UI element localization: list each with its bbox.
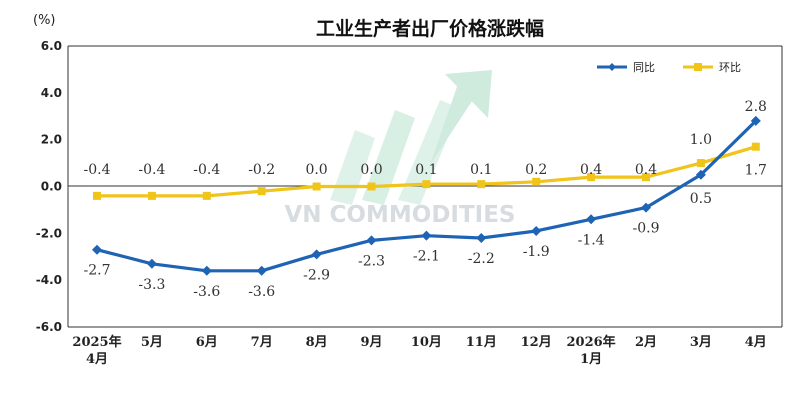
series-yoy-point <box>586 214 597 225</box>
series-mom-point <box>751 142 760 151</box>
yoy-data-label: -1.9 <box>523 244 550 260</box>
series-mom-point <box>202 191 211 200</box>
yoy-data-label: -2.2 <box>468 251 495 267</box>
x-tick-label: 8月 <box>306 335 328 350</box>
series-yoy-point <box>476 233 487 244</box>
yoy-data-label: -3.3 <box>138 277 165 293</box>
mom-data-label: 0.0 <box>360 162 382 178</box>
mom-data-label: 1.0 <box>690 132 712 148</box>
x-tick-label: 2月 <box>635 335 657 350</box>
legend-yoy-diamond-icon <box>608 63 616 71</box>
mom-data-label: 0.4 <box>580 162 602 178</box>
x-tick-label: 4月 <box>745 335 767 350</box>
series-yoy-point <box>641 202 651 213</box>
y-tick-label: 6.0 <box>41 39 62 53</box>
y-tick-label: 2.0 <box>41 133 62 147</box>
series-mom-point <box>477 180 486 189</box>
mom-data-label: -0.4 <box>193 162 220 178</box>
legend-mom-label: 环比 <box>719 61 741 74</box>
mom-data-label: -0.2 <box>248 162 275 178</box>
series-yoy-point <box>311 249 322 260</box>
x-tick-label: 2025年 <box>72 334 121 350</box>
yoy-data-label: 2.8 <box>745 99 767 115</box>
yoy-data-label: 0.5 <box>690 191 712 207</box>
yoy-data-label: -2.3 <box>358 253 385 269</box>
x-tick-label: 9月 <box>360 335 382 350</box>
series-yoy-point <box>750 115 761 126</box>
mom-data-label: -0.4 <box>138 162 165 178</box>
x-tick-label: 2026年 <box>567 334 616 350</box>
series-layer <box>92 115 761 276</box>
y-tick-label: -6.0 <box>36 320 62 334</box>
legend: 同比 环比 <box>597 61 741 74</box>
chart-title: 工业生产者出厂价格涨跌幅 <box>316 17 544 40</box>
yoy-data-label: -2.9 <box>303 267 330 283</box>
x-tick-label: 5月 <box>141 335 163 350</box>
y-tick-label: 4.0 <box>41 86 62 100</box>
x-tick-label: 4月 <box>86 352 108 367</box>
yoy-data-label: -3.6 <box>193 284 220 300</box>
series-yoy-point <box>146 258 157 269</box>
mom-data-label: 0.1 <box>415 162 437 178</box>
yoy-data-label: -2.1 <box>413 249 440 265</box>
series-yoy-point <box>531 225 542 236</box>
series-mom-point <box>312 182 321 191</box>
x-tick-label: 12月 <box>521 335 552 350</box>
series-mom-point <box>93 191 101 200</box>
y-tick-label: -2.0 <box>36 226 62 240</box>
x-tick-label: 11月 <box>466 335 497 350</box>
mom-data-label: 0.2 <box>525 162 547 178</box>
x-tick-label: 10月 <box>411 335 442 350</box>
yoy-data-label: -0.9 <box>633 221 660 237</box>
mom-data-label: 0.4 <box>635 162 657 178</box>
yoy-data-label: -1.4 <box>578 232 605 248</box>
series-mom-point <box>367 182 376 191</box>
x-tick-label: 7月 <box>251 335 273 350</box>
series-mom-point <box>147 191 156 200</box>
series-yoy-point <box>256 265 267 276</box>
series-yoy-point <box>92 244 102 255</box>
mom-data-label: 0.0 <box>305 162 327 178</box>
series-mom-point <box>257 187 266 196</box>
series-mom-point <box>587 173 596 182</box>
legend-mom-square-icon <box>694 63 702 71</box>
watermark-text: VN COMMODITIES <box>285 202 516 228</box>
series-yoy-point <box>366 235 377 246</box>
series-yoy-point <box>421 230 432 241</box>
y-tick-labels: 6.0 4.0 2.0 0.0 -2.0 -4.0 -6.0 <box>36 39 62 334</box>
mom-data-label: -0.4 <box>84 162 111 178</box>
watermark: VN COMMODITIES <box>285 70 516 228</box>
series-mom-point <box>422 180 431 189</box>
x-tick-label: 6月 <box>196 335 218 350</box>
y-tick-label: 0.0 <box>41 180 62 194</box>
y-tick-label: -4.0 <box>36 273 62 287</box>
x-tick-labels: 2025年 4月 5月 6月 7月 8月 9月 10月 11月 12月 2026年 1月 2月 3月 4月 <box>72 334 766 367</box>
series-yoy-point <box>201 265 212 276</box>
data-labels: -2.7 -3.3 -3.6 -3.6 -2.9 -2.3 -2.1 -2.2 -1.9 -1.4… <box>84 99 767 300</box>
legend-yoy-label: 同比 <box>633 61 655 74</box>
mom-data-label: 1.7 <box>745 163 767 179</box>
series-mom-point <box>696 159 705 168</box>
series-mom-point <box>642 173 650 182</box>
y-unit-label: (%) <box>33 13 56 28</box>
yoy-data-label: -3.6 <box>248 284 275 300</box>
series-yoy-point <box>695 169 706 180</box>
x-tick-label: 3月 <box>690 335 712 350</box>
x-tick-label: 1月 <box>580 352 602 367</box>
series-mom-point <box>532 177 541 186</box>
yoy-data-label: -2.7 <box>84 263 111 279</box>
mom-data-label: 0.1 <box>470 162 492 178</box>
